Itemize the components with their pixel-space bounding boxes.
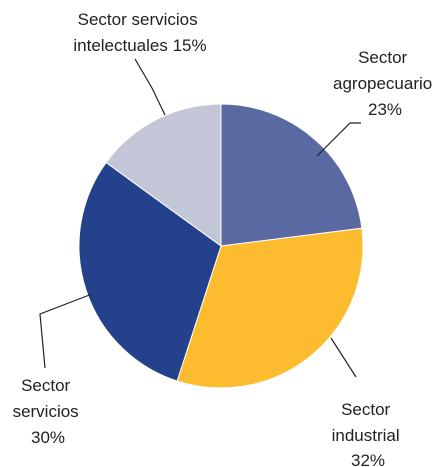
label-intelectuales-line2: intelectuales 15% xyxy=(73,36,206,55)
leader-line-intelectuales xyxy=(134,58,166,116)
label-agro-line2: agropecuario xyxy=(333,74,432,93)
label-servicios-line3: 30% xyxy=(31,428,65,447)
leader-line-industrial xyxy=(330,337,357,378)
label-servicios: Sector servicios 30% xyxy=(13,376,84,447)
pie-slice-sector-servicios xyxy=(78,161,222,382)
label-industrial-line2: industrial xyxy=(332,426,400,445)
label-industrial-line1: Sector xyxy=(341,400,390,419)
label-servicios-line2: servicios xyxy=(13,402,79,421)
leader-line-agro xyxy=(316,122,361,157)
label-intelectuales: Sector servicios intelectuales 15% xyxy=(73,10,206,55)
label-intelectuales-line1: Sector servicios xyxy=(78,10,198,29)
label-agro-line1: Sector xyxy=(358,48,407,67)
pie-slice-sector-industrial xyxy=(176,227,364,389)
pie-slice-sector-agropecuario xyxy=(220,103,363,247)
label-agro-line3: 23% xyxy=(368,100,402,119)
pie-slices xyxy=(78,103,364,389)
label-industrial-line3: 32% xyxy=(351,451,385,467)
pie-slice-sector-servicios-intelectuales xyxy=(105,103,222,247)
leader-line-servicios xyxy=(39,293,93,369)
label-agro: Sector agropecuario 23% xyxy=(333,48,437,119)
label-industrial: Sector industrial 32% xyxy=(332,400,405,467)
label-servicios-line1: Sector xyxy=(21,376,70,395)
